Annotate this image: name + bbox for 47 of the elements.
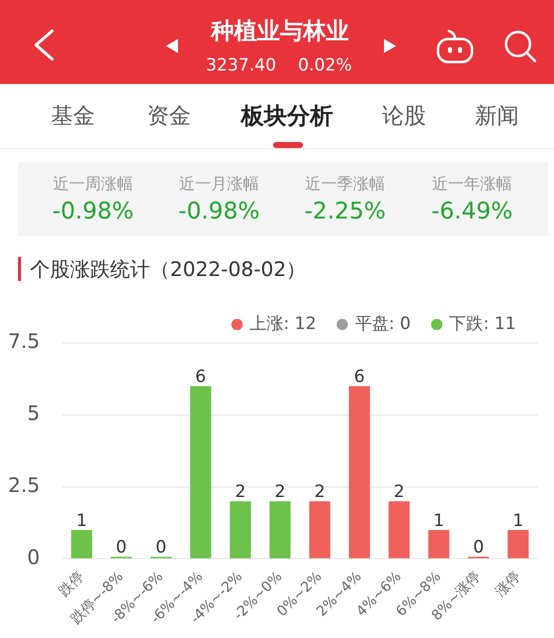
bar <box>309 501 330 558</box>
text: -0.98% <box>178 198 260 224</box>
bar <box>388 501 410 558</box>
text: 3237.40 <box>206 56 276 76</box>
legend-label: 上涨: 12 <box>250 314 316 334</box>
text: 近一月涨幅 <box>179 174 259 193</box>
text: -2.25% <box>304 198 386 224</box>
chart-title: 个股涨跌统计（2022-08-02） <box>30 257 306 281</box>
text: 0.02% <box>298 56 352 76</box>
data-label: 1 <box>76 510 88 531</box>
bar <box>190 386 212 558</box>
data-label: 0 <box>156 538 166 558</box>
text: 资金 <box>147 104 191 129</box>
data-label: 2 <box>234 482 246 502</box>
data-label: 1 <box>433 510 444 531</box>
data-label: 0 <box>473 538 484 558</box>
text: 基金 <box>51 104 95 129</box>
data-label: 2 <box>394 482 405 502</box>
text: -0.98% <box>52 198 134 224</box>
y-tick-label: 7.5 <box>8 329 40 354</box>
text: 论股 <box>382 104 426 129</box>
bar <box>270 501 291 558</box>
text: 板块分析 <box>241 104 333 130</box>
data-label: 2 <box>274 482 286 502</box>
legend-label: 下跌: 11 <box>449 314 516 334</box>
bar <box>428 530 450 558</box>
data-label: 2 <box>314 482 326 502</box>
text: -6.49% <box>431 198 513 224</box>
text: 近一周涨幅 <box>53 174 133 193</box>
data-label: 6 <box>354 367 365 388</box>
text: 近一季涨幅 <box>305 174 385 193</box>
data-label: 0 <box>116 538 127 558</box>
bar <box>230 501 251 558</box>
bar <box>508 530 529 558</box>
x-tick-label: 跌停 <box>56 568 88 600</box>
data-label: 6 <box>195 367 206 388</box>
bar <box>71 530 92 558</box>
y-tick-label: 5 <box>27 401 40 426</box>
text: 近一年涨幅 <box>432 174 512 193</box>
bar <box>348 386 370 558</box>
data-label: 1 <box>512 510 524 531</box>
text: 新闻 <box>475 104 519 129</box>
x-tick-label: 涨停 <box>492 568 524 600</box>
y-tick-label: 2.5 <box>8 473 40 498</box>
legend-label: 平盘: 0 <box>354 314 411 334</box>
text: 种植业与林业 <box>211 18 349 44</box>
y-tick-label: 0 <box>27 544 40 569</box>
